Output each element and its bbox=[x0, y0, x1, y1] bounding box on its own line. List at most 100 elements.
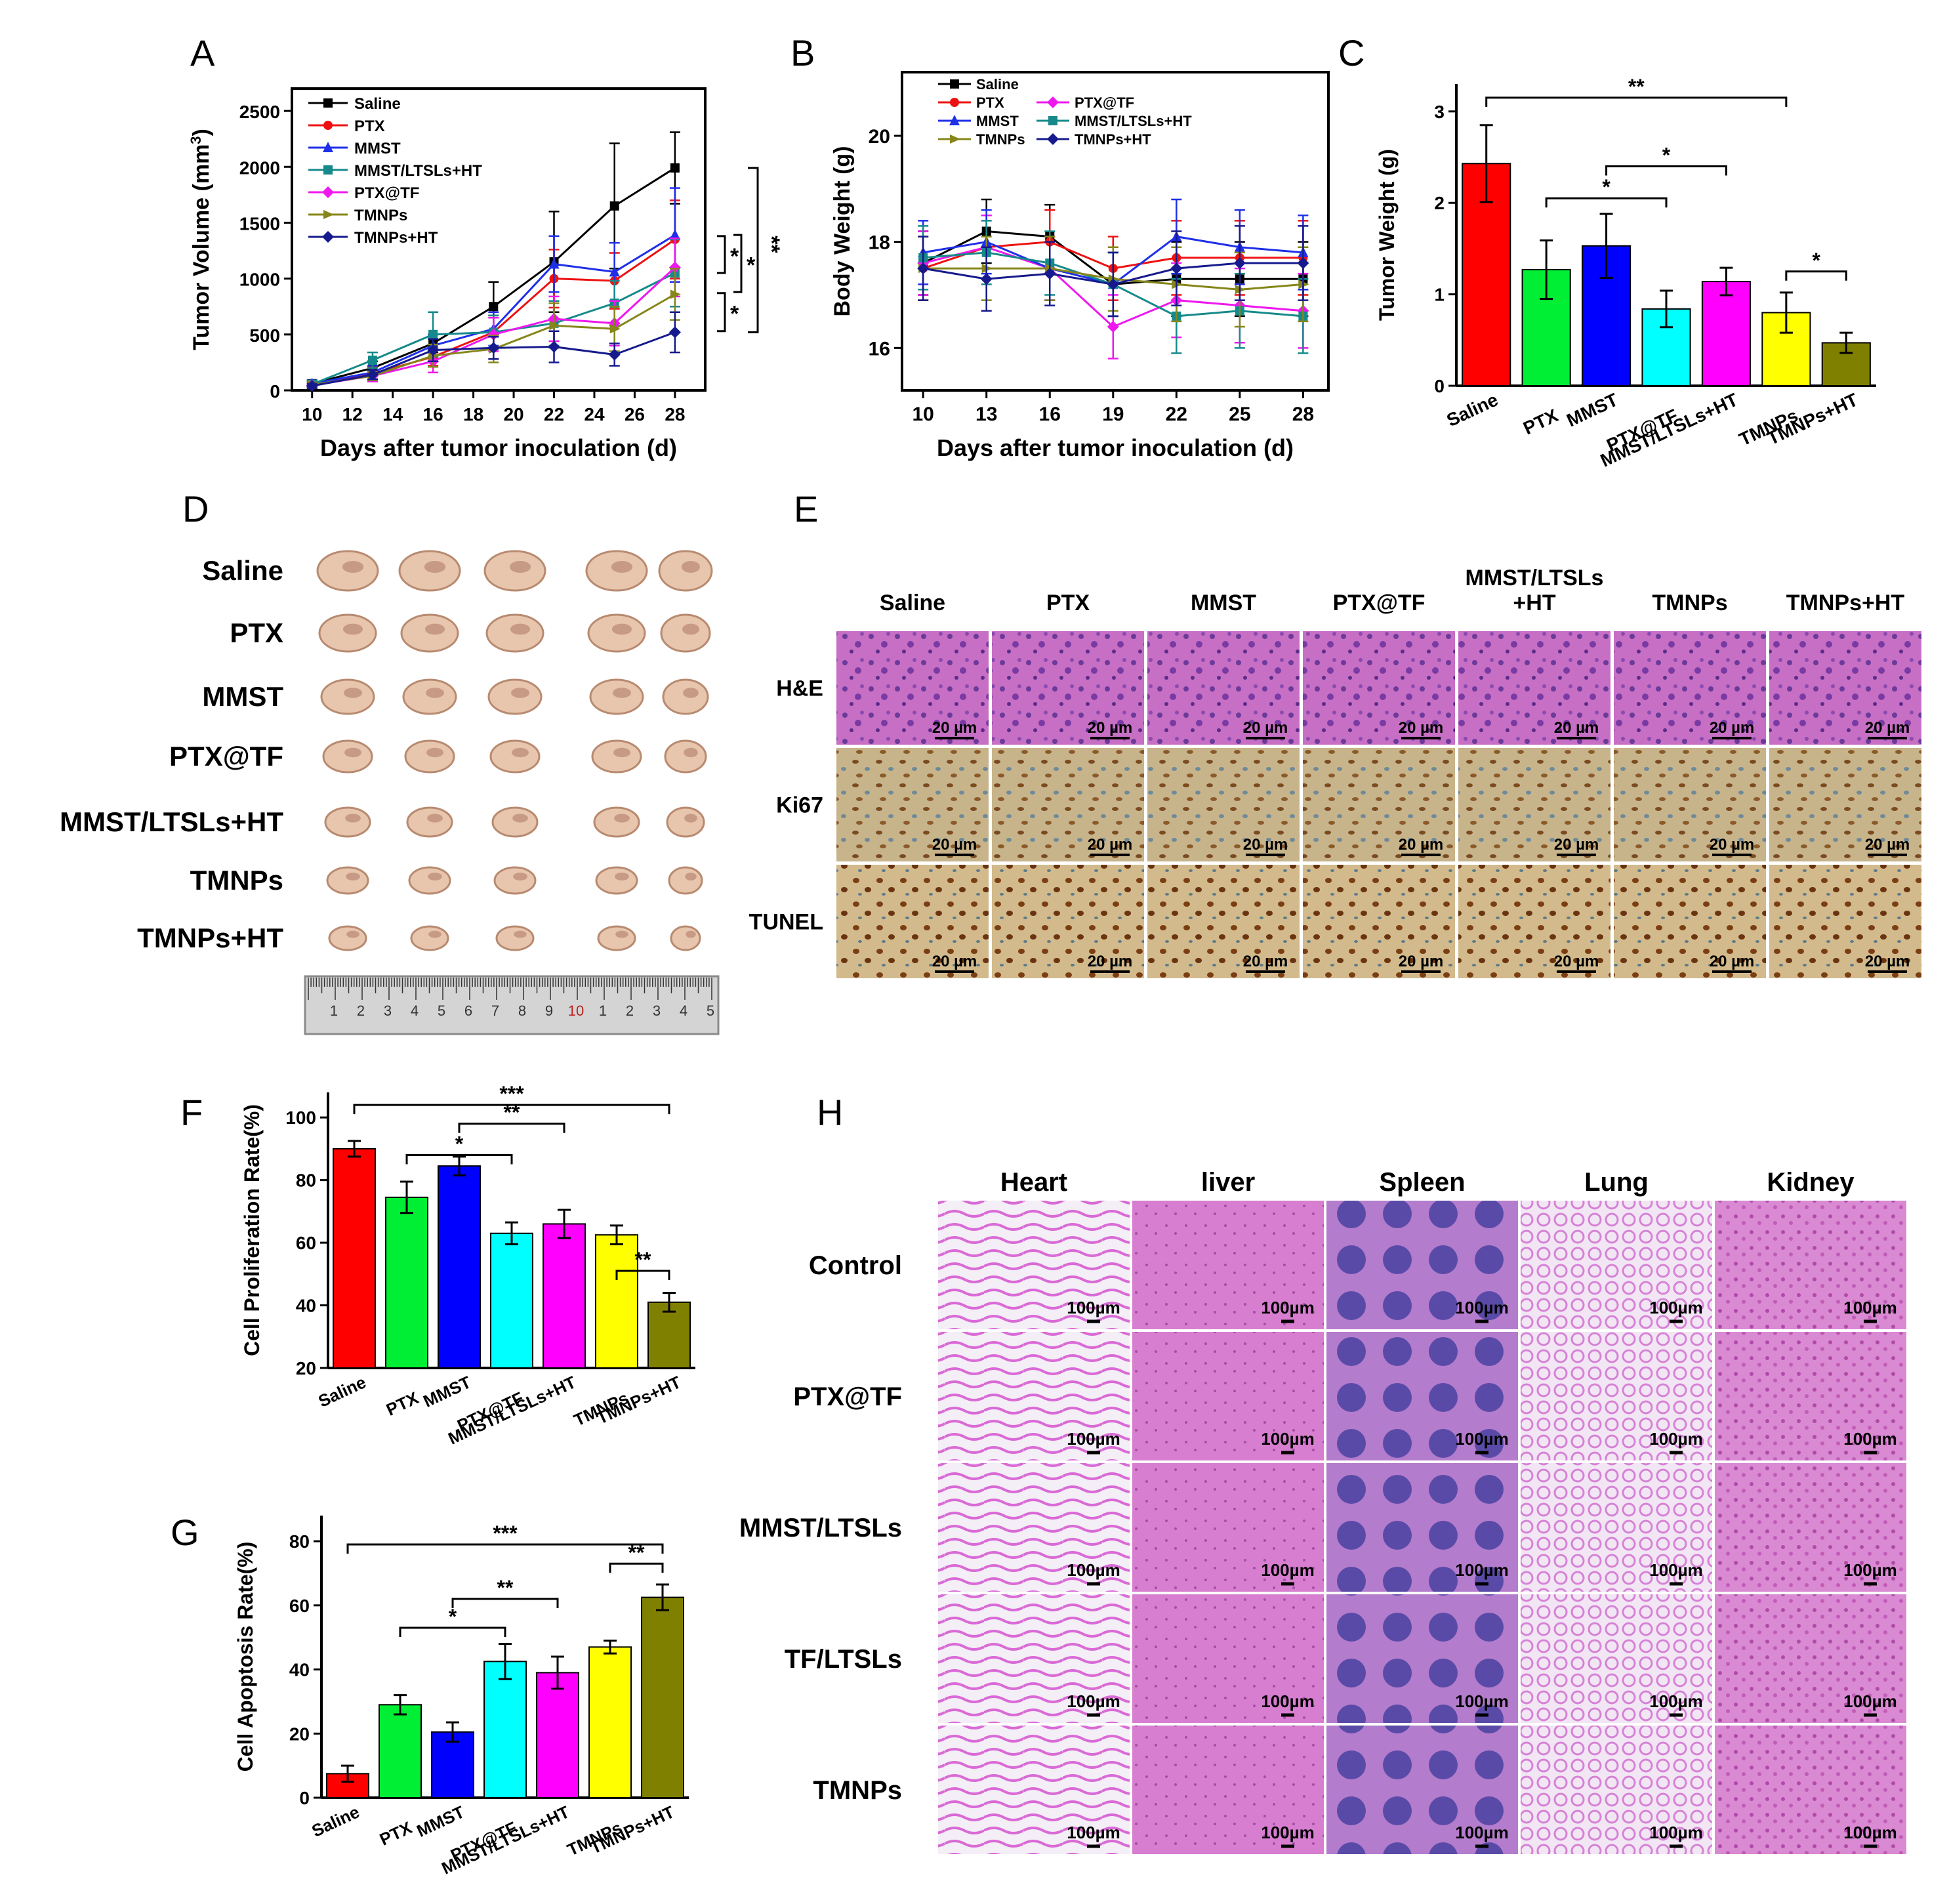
significance-bracket bbox=[1785, 270, 1847, 281]
tumor-row-label: MMST bbox=[202, 681, 283, 712]
histology-column-label: +HT bbox=[1513, 590, 1555, 615]
panel-letter-d: D bbox=[182, 488, 209, 529]
histology-image bbox=[1458, 748, 1610, 861]
panel-e-histology: Saline PTX MMST PTX@TF MMST/LTSLs+HT TMNPs TMN… bbox=[749, 566, 1921, 978]
significance-label: ** bbox=[759, 236, 784, 253]
histology-column-label: MMST bbox=[1191, 590, 1256, 615]
organ-histology-image bbox=[938, 1594, 1130, 1723]
marker-TMNPs+HT bbox=[1233, 257, 1246, 269]
marker-PTX bbox=[323, 121, 333, 130]
legend-label-PTX@TF: PTX@TF bbox=[354, 184, 419, 202]
tumor-shading bbox=[611, 623, 632, 635]
organ-histology-image bbox=[1326, 1463, 1518, 1592]
tumor-shading bbox=[615, 930, 628, 938]
organ-histology-image bbox=[1521, 1726, 1712, 1854]
marker-MMST/LTSLs+HT bbox=[367, 356, 377, 365]
y-tick-label: 20 bbox=[289, 1724, 310, 1744]
organ-histology-image bbox=[1715, 1594, 1906, 1723]
significance-bracket bbox=[399, 1626, 506, 1638]
tumor-shading bbox=[342, 623, 363, 635]
significance-label: * bbox=[730, 302, 739, 327]
tumor-shading bbox=[426, 688, 444, 698]
x-tick-label: 18 bbox=[463, 404, 483, 424]
tumor-row-label: TMNPs bbox=[190, 865, 283, 896]
marker-TMNPs+HT bbox=[548, 341, 560, 353]
significance-label: ** bbox=[635, 1248, 651, 1272]
scale-bar-label: 20 µm bbox=[1088, 953, 1133, 970]
tumor-photo bbox=[670, 925, 701, 951]
y-axis-label: Cell Proliferation Rate(%) bbox=[240, 1104, 264, 1356]
scale-bar-label: 20 µm bbox=[932, 836, 977, 854]
x-category-label: PTX bbox=[383, 1388, 422, 1420]
marker-TMNPs+HT bbox=[306, 380, 318, 392]
scale-bar-label: 100µm bbox=[1067, 1560, 1120, 1580]
ruler-label: 1 bbox=[330, 1003, 338, 1019]
y-axis-label: Cell Apoptosis Rate(%) bbox=[234, 1542, 257, 1772]
ruler-label: 3 bbox=[384, 1003, 392, 1019]
y-tick-label: 0 bbox=[1434, 376, 1445, 396]
significance-bracket bbox=[451, 1598, 559, 1609]
y-tick-label: 2000 bbox=[239, 157, 280, 178]
legend-label-PTX@TF: PTX@TF bbox=[1075, 94, 1134, 111]
x-tick-label: 16 bbox=[423, 404, 443, 424]
marker-TMNPs+HT bbox=[608, 348, 621, 361]
marker-TMNPs bbox=[323, 210, 334, 219]
tumor-shading bbox=[510, 623, 531, 635]
scale-bar-label: 100µm bbox=[1261, 1823, 1314, 1842]
x-tick-label: 13 bbox=[975, 404, 997, 425]
scale-bar-label: 100µm bbox=[1261, 1560, 1314, 1580]
histology-column-label: TMNPs+HT bbox=[1786, 590, 1905, 615]
histology-image bbox=[992, 865, 1144, 978]
marker-TMNPs bbox=[609, 324, 621, 334]
tumor-row-label: TMNPs+HT bbox=[137, 922, 283, 953]
significance-label: * bbox=[455, 1132, 464, 1155]
scale-bar-label: 100µm bbox=[1843, 1691, 1897, 1711]
ruler-label: 5 bbox=[438, 1003, 445, 1019]
x-tick-label: 25 bbox=[1229, 404, 1250, 425]
scale-bar-label: 20 µm bbox=[1243, 836, 1288, 854]
legend-label-MMST/LTSLs+HT: MMST/LTSLs+HT bbox=[1075, 113, 1192, 129]
marker-MMST/LTSLs+HT bbox=[1048, 116, 1057, 125]
organ-column-label: Lung bbox=[1584, 1168, 1649, 1197]
x-tick-label: 24 bbox=[584, 404, 605, 424]
marker-Saline bbox=[323, 98, 333, 108]
legend-label-MMST: MMST bbox=[976, 113, 1019, 129]
tumor-shading bbox=[346, 930, 359, 938]
tumor-row-label: Saline bbox=[202, 555, 283, 586]
significance-label: * bbox=[1662, 143, 1671, 167]
scale-bar-label: 100µm bbox=[1067, 1429, 1120, 1449]
y-tick-label: 20 bbox=[296, 1358, 316, 1378]
y-tick-label: 16 bbox=[869, 338, 890, 360]
x-tick-label: 14 bbox=[382, 404, 403, 424]
scale-bar-label: 100µm bbox=[1649, 1823, 1702, 1842]
organ-histology-image bbox=[1326, 1726, 1518, 1854]
marker-TMNPs+HT bbox=[1170, 262, 1183, 275]
scale-bar-label: 100µm bbox=[1067, 1298, 1120, 1317]
significance-bracket bbox=[346, 1543, 664, 1554]
tumor-photo bbox=[495, 925, 535, 951]
y-tick-label: 0 bbox=[299, 1788, 310, 1808]
significance-label: *** bbox=[493, 1521, 518, 1545]
tumor-shading bbox=[345, 814, 361, 823]
organ-histology-image bbox=[1326, 1201, 1518, 1329]
scale-bar-label: 100µm bbox=[1455, 1823, 1508, 1842]
y-tick-label: 0 bbox=[270, 381, 280, 402]
tumor-shading bbox=[684, 814, 697, 823]
tumor-photo bbox=[489, 739, 541, 774]
marker-TMNPs bbox=[670, 289, 681, 299]
histology-image bbox=[1769, 865, 1921, 978]
y-axis-label: Body Weight (g) bbox=[830, 146, 855, 317]
histology-image bbox=[1458, 865, 1610, 978]
marker-TMNPs+HT bbox=[1047, 133, 1059, 145]
scale-bar-label: 20 µm bbox=[1554, 719, 1599, 737]
y-tick-label: 3 bbox=[1434, 102, 1445, 122]
legend-label-TMNPs: TMNPs bbox=[354, 207, 407, 224]
significance-bracket bbox=[405, 1153, 513, 1165]
scale-bar-label: 100µm bbox=[1649, 1429, 1702, 1449]
bar-MMST/LTSLs+HT bbox=[536, 1672, 579, 1799]
scale-bar-label: 20 µm bbox=[1399, 953, 1444, 970]
histology-image bbox=[992, 631, 1144, 745]
significance-label: * bbox=[1812, 249, 1820, 272]
